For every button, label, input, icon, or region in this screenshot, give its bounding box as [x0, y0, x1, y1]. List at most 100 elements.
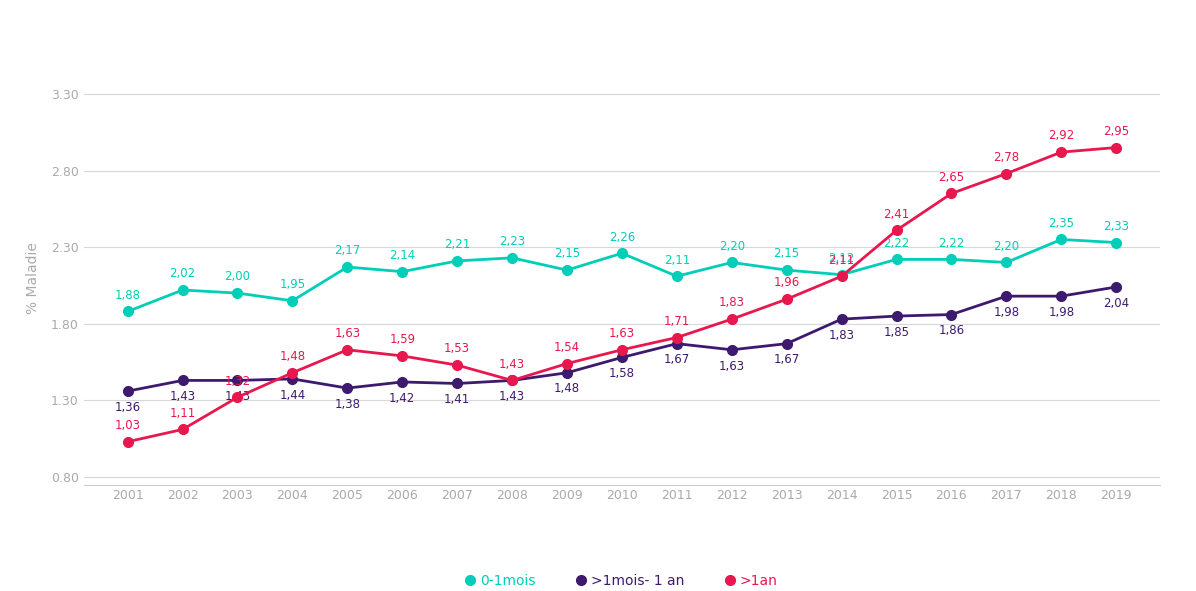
>1mois- 1 an [340, 385, 354, 392]
>1mois- 1 an [176, 377, 190, 384]
>1mois- 1 an [505, 377, 519, 384]
Text: 1,43: 1,43 [499, 390, 525, 403]
>1an [231, 394, 245, 401]
Text: 1,83: 1,83 [719, 297, 745, 310]
0-1mois [560, 267, 574, 274]
0-1mois [121, 308, 135, 315]
Text: 1,59: 1,59 [389, 333, 415, 346]
Text: 1,54: 1,54 [554, 341, 580, 354]
Text: 2,78: 2,78 [994, 151, 1019, 164]
>1mois- 1 an [999, 293, 1013, 300]
>1mois- 1 an [285, 375, 299, 382]
>1an [615, 346, 629, 353]
0-1mois [835, 271, 849, 278]
Text: 2,02: 2,02 [170, 267, 196, 280]
Y-axis label: % Maladie: % Maladie [26, 242, 39, 314]
>1an [1054, 148, 1068, 155]
>1mois- 1 an [835, 316, 849, 323]
0-1mois [725, 259, 739, 266]
0-1mois [615, 250, 629, 257]
0-1mois [890, 256, 904, 263]
0-1mois [1109, 239, 1123, 246]
Text: 2,20: 2,20 [994, 240, 1019, 253]
>1mois- 1 an [1109, 284, 1123, 291]
Text: 2,17: 2,17 [334, 244, 360, 257]
>1an [121, 438, 135, 445]
Text: 1,85: 1,85 [884, 326, 909, 339]
>1an [670, 334, 684, 341]
Text: 2,23: 2,23 [499, 235, 525, 248]
Text: 1,58: 1,58 [609, 367, 635, 380]
Text: 2,65: 2,65 [939, 171, 964, 184]
>1mois- 1 an [121, 388, 135, 395]
Text: 1,43: 1,43 [225, 390, 250, 403]
>1mois- 1 an [725, 346, 739, 353]
>1an [340, 346, 354, 353]
Text: 1,36: 1,36 [115, 401, 141, 414]
0-1mois [945, 256, 959, 263]
>1mois- 1 an [231, 377, 245, 384]
Text: 2,12: 2,12 [829, 252, 855, 265]
Text: 1,48: 1,48 [554, 382, 580, 395]
Text: 1,98: 1,98 [1048, 306, 1074, 319]
Text: 2,21: 2,21 [444, 238, 470, 251]
>1an [945, 190, 959, 197]
Text: 1,67: 1,67 [774, 353, 800, 366]
>1mois- 1 an [890, 313, 904, 320]
Text: 2,11: 2,11 [664, 254, 690, 267]
Text: 1,48: 1,48 [280, 350, 305, 363]
>1an [285, 369, 299, 376]
>1an [560, 360, 574, 367]
Text: 1,83: 1,83 [829, 329, 855, 342]
Text: 1,53: 1,53 [444, 342, 470, 355]
Text: 2,20: 2,20 [719, 240, 745, 253]
>1an [450, 362, 464, 369]
>1mois- 1 an [1054, 293, 1068, 300]
0-1mois [231, 290, 245, 297]
Text: 1,88: 1,88 [115, 289, 141, 302]
Text: 2,04: 2,04 [1103, 297, 1129, 310]
Text: 2,95: 2,95 [1103, 125, 1129, 138]
Text: 1,43: 1,43 [170, 390, 196, 403]
Text: 1,38: 1,38 [335, 398, 360, 411]
0-1mois [176, 287, 190, 294]
Line: 0-1mois: 0-1mois [123, 235, 1121, 316]
Text: 1,63: 1,63 [334, 327, 360, 340]
Text: 1,96: 1,96 [774, 277, 800, 290]
0-1mois [670, 272, 684, 280]
Text: 2,15: 2,15 [774, 248, 800, 261]
0-1mois [340, 264, 354, 271]
0-1mois [395, 268, 409, 275]
>1an [176, 426, 190, 433]
Text: 1,67: 1,67 [664, 353, 690, 366]
Text: 1,86: 1,86 [939, 324, 964, 337]
>1mois- 1 an [670, 340, 684, 347]
Text: 2,33: 2,33 [1103, 220, 1129, 233]
Text: 2,22: 2,22 [884, 236, 910, 249]
Legend: 0-1mois, >1mois- 1 an, >1an: 0-1mois, >1mois- 1 an, >1an [460, 569, 783, 591]
Text: 2,35: 2,35 [1048, 217, 1074, 230]
>1an [725, 316, 739, 323]
Text: 2,92: 2,92 [1048, 129, 1074, 142]
>1an [1109, 144, 1123, 151]
>1an [780, 296, 794, 303]
Text: 2,22: 2,22 [939, 236, 964, 249]
Text: 2,15: 2,15 [554, 248, 580, 261]
Text: 1,11: 1,11 [170, 407, 196, 420]
>1mois- 1 an [395, 378, 409, 385]
Text: 1,43: 1,43 [499, 358, 525, 371]
>1mois- 1 an [780, 340, 794, 347]
Text: 1,63: 1,63 [609, 327, 635, 340]
>1an [999, 170, 1013, 177]
>1mois- 1 an [945, 311, 959, 318]
Line: >1an: >1an [123, 142, 1121, 447]
>1an [395, 352, 409, 359]
0-1mois [1054, 236, 1068, 243]
Text: 1,95: 1,95 [280, 278, 305, 291]
Text: 1,41: 1,41 [444, 393, 470, 406]
Text: 2,11: 2,11 [829, 254, 855, 267]
Text: 2,41: 2,41 [884, 207, 910, 220]
0-1mois [285, 297, 299, 304]
Text: 1,32: 1,32 [225, 375, 250, 388]
Text: 1,44: 1,44 [280, 389, 305, 402]
